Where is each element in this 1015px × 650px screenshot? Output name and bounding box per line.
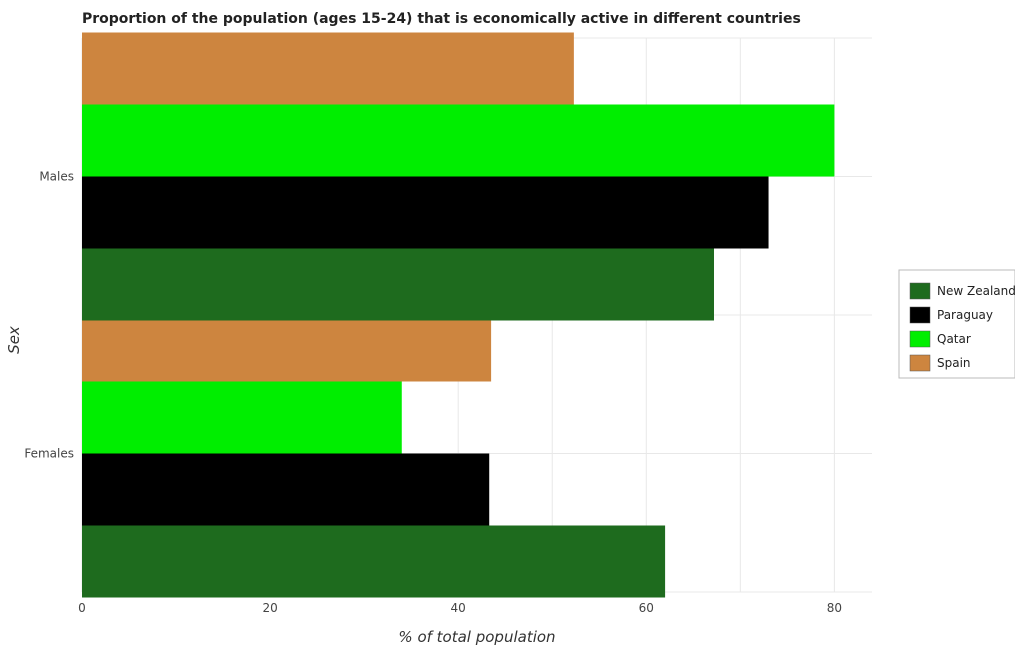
legend-swatch xyxy=(909,282,931,300)
legend-label: Paraguay xyxy=(937,308,993,322)
x-tick-label: 0 xyxy=(78,601,86,615)
y-tick-labels: Females Males xyxy=(24,170,74,461)
y-tick-label: Females xyxy=(24,447,74,461)
x-tick-label: 40 xyxy=(451,601,466,615)
bars xyxy=(82,32,835,598)
chart-title: Proportion of the population (ages 15-24… xyxy=(82,11,801,27)
legend: New Zealand Paraguay Qatar Spain xyxy=(898,269,1015,379)
y-tick-label: Males xyxy=(39,170,74,184)
x-axis-label: % of total population xyxy=(398,628,555,646)
legend-label: New Zealand xyxy=(937,284,1015,298)
legend-swatch xyxy=(909,354,931,372)
bar-females-paraguay xyxy=(82,453,490,526)
bar-males-new-zealand xyxy=(82,248,714,321)
legend-label: Spain xyxy=(937,356,971,370)
bar-females-spain xyxy=(82,309,492,382)
bar-males-spain xyxy=(82,32,574,105)
x-tick-label: 20 xyxy=(262,601,277,615)
bar-females-qatar xyxy=(82,381,402,454)
bar-males-qatar xyxy=(82,104,835,177)
bar-females-new-zealand xyxy=(82,525,666,598)
x-tick-label: 60 xyxy=(639,601,654,615)
bar-males-paraguay xyxy=(82,176,769,249)
x-tick-labels: 0 20 40 60 80 xyxy=(78,601,842,615)
legend-swatch xyxy=(909,306,931,324)
x-tick-label: 80 xyxy=(827,601,842,615)
legend-swatch xyxy=(909,330,931,348)
legend-label: Qatar xyxy=(937,332,971,346)
y-axis-label: Sex xyxy=(5,326,23,354)
